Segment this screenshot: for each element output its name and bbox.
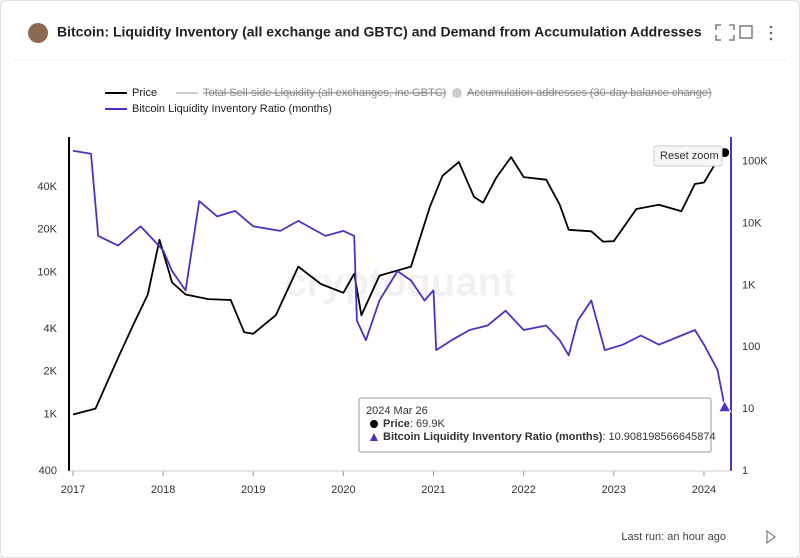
tooltip-dot [370, 420, 378, 428]
footer: Last run: an hour ago [621, 531, 726, 543]
y2-tick-label: 10 [742, 403, 754, 415]
y2-tick-label: 100K [742, 156, 768, 168]
run-icon[interactable] [766, 530, 776, 544]
legend-label: Accumulation addresses (30-day balance c… [467, 87, 712, 99]
tooltip-row: Price: 69.9K [383, 418, 445, 430]
tooltip-sep: : [602, 431, 608, 443]
tooltip-name: Price [383, 418, 410, 430]
x-tick-label: 2017 [61, 484, 85, 496]
x-tick-label: 2019 [241, 484, 265, 496]
tooltip-bg [358, 397, 712, 453]
y2-tick-label: 1K [742, 279, 756, 291]
watermark: cryptoquant [284, 261, 515, 305]
legend-label: Bitcoin Liquidity Inventory Ratio (month… [132, 103, 332, 115]
legend-item[interactable]: Accumulation addresses (30-day balance c… [452, 87, 712, 99]
tooltip-value: 69.9K [416, 418, 445, 430]
reset-zoom-button[interactable]: Reset zoom [653, 145, 723, 167]
tooltip-date: 2024 Mar 26 [366, 405, 428, 417]
x-tick-label: 2021 [421, 484, 445, 496]
tooltip-sep: : [410, 418, 416, 430]
y-tick-label: 2K [44, 366, 58, 378]
y-tick-label: 400 [39, 465, 57, 477]
avatar [28, 23, 48, 43]
x-tick-label: 2024 [692, 484, 716, 496]
tooltip-name: Bitcoin Liquidity Inventory Ratio (month… [383, 431, 603, 443]
x-tick-label: 2020 [331, 484, 355, 496]
button-bg [653, 145, 723, 167]
end-marker [717, 399, 732, 413]
y-tick-label: 10K [37, 266, 57, 278]
code-icon[interactable] [739, 25, 753, 39]
y-tick-label: 40K [37, 181, 57, 193]
tooltip-triangle [370, 433, 378, 441]
x-tick-label: 2023 [602, 484, 626, 496]
legend-label: Total Sell-side Liquidity (all exchanges… [203, 87, 446, 99]
x-tick-label: 2018 [151, 484, 175, 496]
legend-label: Price [132, 87, 157, 99]
y-tick-label: 4K [44, 323, 58, 335]
legend-item[interactable]: Total Sell-side Liquidity (all exchanges… [176, 87, 446, 99]
line-series [72, 149, 726, 407]
tooltip-value: 10.908198566645874 [609, 431, 716, 443]
legend-swatch [452, 88, 462, 98]
chart-title: Bitcoin: Liquidity Inventory (all exchan… [57, 24, 702, 40]
button-label: Reset zoom [660, 150, 719, 162]
legend-item[interactable]: Price [105, 87, 157, 99]
legend-item[interactable]: Bitcoin Liquidity Inventory Ratio (month… [105, 103, 332, 115]
fullscreen-icon[interactable] [715, 24, 735, 41]
y-tick-label: 20K [37, 224, 57, 236]
y2-tick-label: 100 [742, 341, 760, 353]
line-series [72, 151, 726, 416]
y2-tick-label: 1 [742, 465, 748, 477]
x-tick-label: 2022 [511, 484, 535, 496]
y-tick-label: 1K [44, 408, 58, 420]
tooltip-row: Bitcoin Liquidity Inventory Ratio (month… [383, 431, 716, 443]
y2-tick-label: 10K [742, 217, 762, 229]
menu-icon[interactable] [769, 25, 773, 41]
